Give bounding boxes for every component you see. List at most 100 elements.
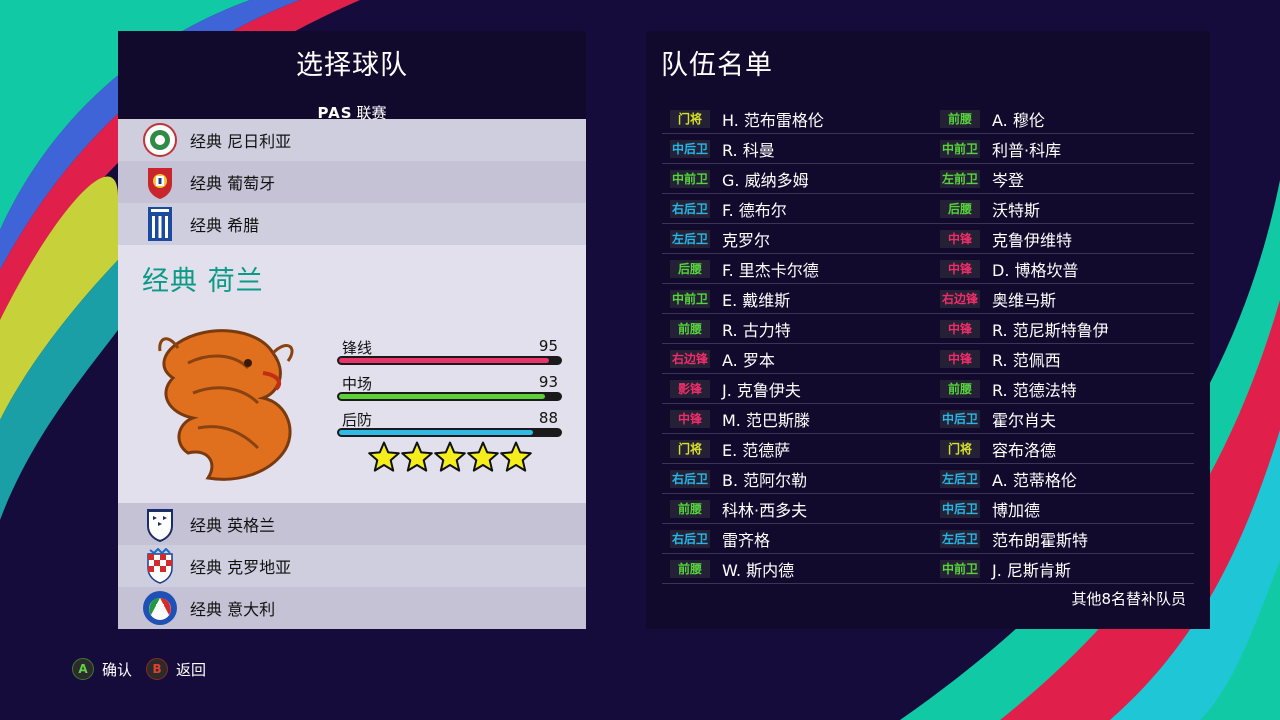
player-name: R. 范佩西 bbox=[992, 350, 1061, 370]
roster-row: 中锋 M. 范巴斯滕 中后卫 霍尔肖夫 bbox=[662, 404, 1194, 434]
player-entry[interactable]: 前腰 科林·西多夫 bbox=[662, 497, 932, 521]
position-badge: 右后卫 bbox=[670, 529, 710, 548]
position-badge: 前腰 bbox=[670, 319, 710, 338]
player-entry[interactable]: 中前卫 E. 戴维斯 bbox=[662, 287, 932, 311]
position-badge: 右边锋 bbox=[940, 289, 980, 308]
stat-value: 88 bbox=[538, 409, 558, 427]
greece-crest-icon bbox=[140, 206, 180, 242]
player-entry[interactable]: 中锋 克鲁伊维特 bbox=[932, 227, 1194, 251]
team-row-italy[interactable]: 经典 意大利 bbox=[118, 587, 586, 629]
team-rating-stars bbox=[368, 441, 532, 473]
league-suffix: 联赛 bbox=[356, 104, 387, 122]
position-badge: 中前卫 bbox=[670, 169, 710, 188]
portugal-crest-icon bbox=[140, 164, 180, 200]
team-row-portugal[interactable]: 经典 葡萄牙 bbox=[118, 161, 586, 203]
player-entry[interactable]: 后腰 沃特斯 bbox=[932, 197, 1194, 221]
nigeria-crest-icon bbox=[140, 122, 180, 158]
player-entry[interactable]: 中后卫 R. 科曼 bbox=[662, 137, 932, 161]
player-entry[interactable]: 中锋 M. 范巴斯滕 bbox=[662, 407, 932, 431]
player-entry[interactable]: 中锋 R. 范佩西 bbox=[932, 347, 1194, 371]
player-entry[interactable]: 门将 E. 范德萨 bbox=[662, 437, 932, 461]
b-button-icon[interactable]: B bbox=[146, 658, 169, 680]
player-name: H. 范布雷格伦 bbox=[722, 110, 824, 130]
player-name: 克罗尔 bbox=[722, 230, 771, 250]
team-name: 经典 葡萄牙 bbox=[190, 174, 276, 193]
roster-row: 门将 H. 范布雷格伦 前腰 A. 穆伦 bbox=[662, 104, 1194, 134]
player-name: E. 范德萨 bbox=[722, 440, 791, 460]
team-row-nigeria[interactable]: 经典 尼日利亚 bbox=[118, 119, 586, 161]
position-badge: 后腰 bbox=[670, 259, 710, 278]
a-button-icon[interactable]: A bbox=[72, 658, 94, 680]
roster-row: 右后卫 B. 范阿尔勒 左后卫 A. 范蒂格伦 bbox=[662, 464, 1194, 494]
croatia-crest-icon bbox=[140, 548, 180, 584]
league-label[interactable]: PAS 联赛 bbox=[118, 82, 586, 123]
player-entry[interactable]: 左后卫 克罗尔 bbox=[662, 227, 932, 251]
position-badge: 前腰 bbox=[940, 379, 980, 398]
roster-row: 中前卫 E. 戴维斯 右边锋 奥维马斯 bbox=[662, 284, 1194, 314]
player-entry[interactable]: 中前卫 G. 威纳多姆 bbox=[662, 167, 932, 191]
player-name: 容布洛德 bbox=[992, 440, 1057, 460]
team-row-croatia[interactable]: 经典 克罗地亚 bbox=[118, 545, 586, 587]
player-entry[interactable]: 影锋 J. 克鲁伊夫 bbox=[662, 377, 932, 401]
stat-bar-fill bbox=[339, 358, 549, 363]
roster-title: 队伍名单 bbox=[661, 50, 773, 81]
player-name: F. 里杰卡尔德 bbox=[722, 260, 819, 280]
player-name: 克鲁伊维特 bbox=[992, 230, 1073, 250]
orange-lion-icon bbox=[158, 329, 294, 481]
team-row-england[interactable]: 经典 英格兰 bbox=[118, 503, 586, 545]
player-entry[interactable]: 中后卫 霍尔肖夫 bbox=[932, 407, 1194, 431]
player-entry[interactable]: 前腰 R. 范德法特 bbox=[932, 377, 1194, 401]
player-name: 科林·西多夫 bbox=[722, 500, 808, 520]
player-name: 霍尔肖夫 bbox=[992, 410, 1057, 430]
player-entry[interactable]: 右后卫 雷齐格 bbox=[662, 527, 932, 551]
player-name: 岑登 bbox=[992, 170, 1025, 190]
roster-row: 中后卫 R. 科曼 中前卫 利普·科库 bbox=[662, 134, 1194, 164]
player-name: 范布朗霍斯特 bbox=[992, 530, 1089, 550]
back-label[interactable]: 返回 bbox=[176, 660, 207, 679]
roster-row: 左后卫 克罗尔 中锋 克鲁伊维特 bbox=[662, 224, 1194, 254]
star-icon bbox=[401, 441, 433, 472]
position-badge: 前腰 bbox=[670, 499, 710, 518]
player-name: R. 范德法特 bbox=[992, 380, 1077, 400]
player-name: D. 博格坎普 bbox=[992, 260, 1079, 280]
position-badge: 中后卫 bbox=[670, 139, 710, 158]
selected-team-card[interactable]: 经典 荷兰 锋线 95 中场 93 后防 88 bbox=[118, 245, 586, 503]
player-name: J. 尼斯肯斯 bbox=[992, 560, 1071, 580]
player-entry[interactable]: 前腰 W. 斯内德 bbox=[662, 557, 932, 581]
selected-team-name: 经典 荷兰 bbox=[142, 266, 264, 297]
player-entry[interactable]: 右后卫 B. 范阿尔勒 bbox=[662, 467, 932, 491]
player-entry[interactable]: 中前卫 利普·科库 bbox=[932, 137, 1194, 161]
player-entry[interactable]: 右后卫 F. 德布尔 bbox=[662, 197, 932, 221]
player-entry[interactable]: 右边锋 奥维马斯 bbox=[932, 287, 1194, 311]
player-entry[interactable]: 左后卫 A. 范蒂格伦 bbox=[932, 467, 1194, 491]
player-entry[interactable]: 前腰 R. 古力特 bbox=[662, 317, 932, 341]
position-badge: 左前卫 bbox=[940, 169, 980, 188]
roster-row: 右边锋 A. 罗本 中锋 R. 范佩西 bbox=[662, 344, 1194, 374]
player-entry[interactable]: 门将 容布洛德 bbox=[932, 437, 1194, 461]
player-entry[interactable]: 中前卫 J. 尼斯肯斯 bbox=[932, 557, 1194, 581]
team-name: 经典 英格兰 bbox=[190, 516, 276, 535]
confirm-label[interactable]: 确认 bbox=[102, 660, 133, 679]
team-row-greece[interactable]: 经典 希腊 bbox=[118, 203, 586, 245]
player-entry[interactable]: 右边锋 A. 罗本 bbox=[662, 347, 932, 371]
player-entry[interactable]: 左前卫 岑登 bbox=[932, 167, 1194, 191]
player-name: E. 戴维斯 bbox=[722, 290, 791, 310]
player-entry[interactable]: 门将 H. 范布雷格伦 bbox=[662, 107, 932, 131]
roster-row: 中前卫 G. 威纳多姆 左前卫 岑登 bbox=[662, 164, 1194, 194]
roster-row: 前腰 R. 古力特 中锋 R. 范尼斯特鲁伊 bbox=[662, 314, 1194, 344]
player-entry[interactable]: 中锋 R. 范尼斯特鲁伊 bbox=[932, 317, 1194, 341]
player-entry[interactable]: 前腰 A. 穆伦 bbox=[932, 107, 1194, 131]
star-icon bbox=[500, 441, 532, 472]
star-icon bbox=[434, 441, 466, 472]
team-select-panel: 选择球队 PAS 联赛 经典 尼日利亚 经典 葡萄牙 经典 希腊 经典 荷兰 锋线… bbox=[118, 31, 586, 629]
star-icon bbox=[368, 441, 400, 472]
player-entry[interactable]: 后腰 F. 里杰卡尔德 bbox=[662, 257, 932, 281]
roster-panel: 队伍名单 门将 H. 范布雷格伦 前腰 A. 穆伦 中后卫 R. 科曼 中前卫 利普·科库 中前… bbox=[646, 31, 1210, 629]
roster-row: 后腰 F. 里杰卡尔德 中锋 D. 博格坎普 bbox=[662, 254, 1194, 284]
roster-row: 门将 E. 范德萨 门将 容布洛德 bbox=[662, 434, 1194, 464]
player-entry[interactable]: 中后卫 博加德 bbox=[932, 497, 1194, 521]
player-entry[interactable]: 中锋 D. 博格坎普 bbox=[932, 257, 1194, 281]
position-badge: 中锋 bbox=[670, 409, 710, 428]
player-entry[interactable]: 左后卫 范布朗霍斯特 bbox=[932, 527, 1194, 551]
player-name: 雷齐格 bbox=[722, 530, 771, 550]
